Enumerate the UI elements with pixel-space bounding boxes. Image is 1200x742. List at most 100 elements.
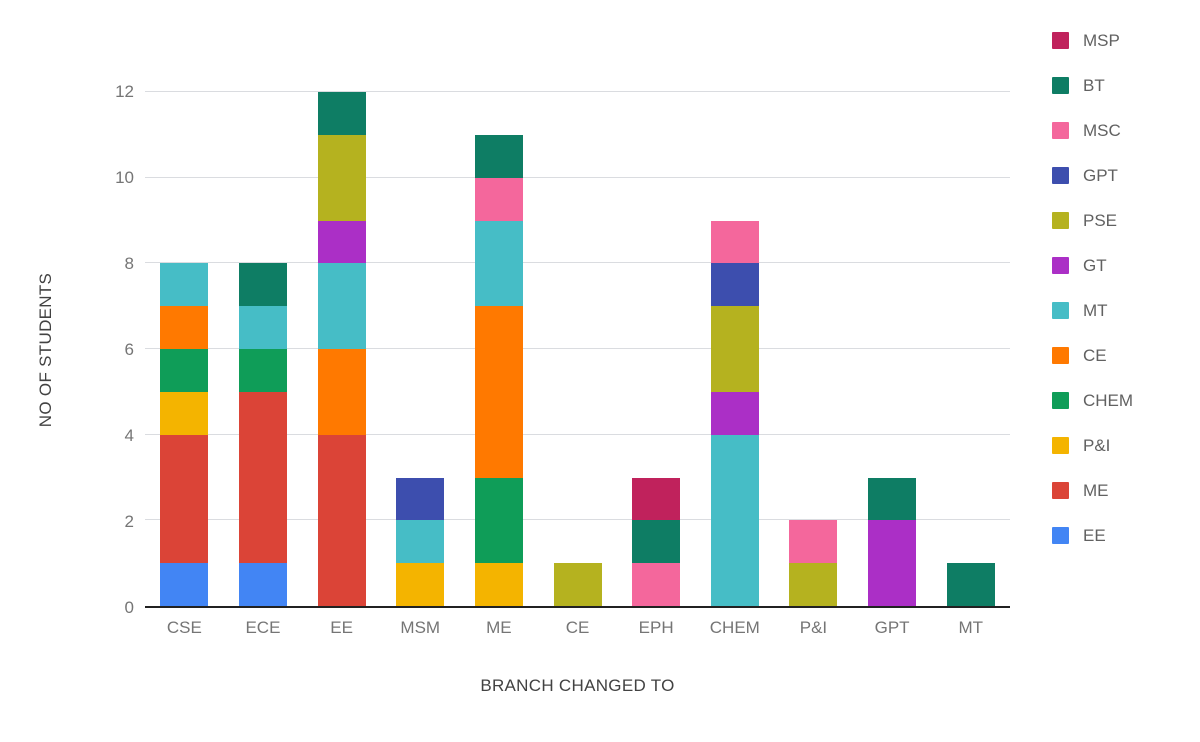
bar-segment-gt[interactable] <box>317 220 366 264</box>
stacked-bar <box>238 92 287 606</box>
legend-item-pi[interactable]: P&I <box>1052 436 1133 455</box>
legend-item-ee[interactable]: EE <box>1052 526 1133 545</box>
bar-segment-pse[interactable] <box>710 306 759 392</box>
stacked-bar <box>789 92 838 606</box>
legend-label: CE <box>1083 346 1107 365</box>
x-tick-label: CSE <box>166 618 202 637</box>
x-tick-label: CE <box>565 618 590 637</box>
bar-group-ee <box>302 92 381 606</box>
legend-label: MSC <box>1083 121 1121 140</box>
legend-label: MSP <box>1083 31 1120 50</box>
bar-segment-me[interactable] <box>238 391 287 564</box>
bar-segment-mt[interactable] <box>396 520 445 564</box>
bar-segment-ee[interactable] <box>160 563 209 606</box>
bar-segment-pse[interactable] <box>317 134 366 221</box>
bar-segment-pi[interactable] <box>474 563 523 606</box>
y-tick-label: 0 <box>124 598 134 617</box>
x-axis-labels: CSE ECE EE MSM ME CE EPH CHEM P&I GPT MT <box>145 618 1010 638</box>
bar-segment-chem[interactable] <box>160 349 209 392</box>
bar-segment-mt[interactable] <box>317 263 366 350</box>
bar-segment-mt[interactable] <box>238 306 287 350</box>
legend-swatch <box>1052 212 1069 229</box>
bar-segment-gt[interactable] <box>710 391 759 435</box>
bar-segment-bt[interactable] <box>317 92 366 135</box>
bar-segment-pse[interactable] <box>789 563 838 606</box>
gridline <box>145 91 1010 92</box>
legend-item-pse[interactable]: PSE <box>1052 211 1133 230</box>
bar-segment-me[interactable] <box>317 434 366 606</box>
legend-label: CHEM <box>1083 391 1134 410</box>
bar-group-ece <box>224 92 303 606</box>
bar-segment-gpt[interactable] <box>396 477 445 521</box>
stacked-bar <box>396 92 445 606</box>
legend-item-gt[interactable]: GT <box>1052 256 1133 275</box>
bar-segment-ee[interactable] <box>238 563 287 606</box>
legend: MSP BT MSC GPT PSE GT MT CE CHEM P&I ME EE <box>1052 31 1133 545</box>
bar-group-chem <box>695 92 774 606</box>
gridline <box>145 262 1010 264</box>
bar-segment-me[interactable] <box>160 434 209 564</box>
bar-segment-msc[interactable] <box>710 220 759 264</box>
y-tick-label: 6 <box>124 340 134 359</box>
bar-segment-gpt[interactable] <box>710 263 759 307</box>
legend-swatch <box>1052 302 1069 319</box>
bar-segment-bt[interactable] <box>632 520 681 564</box>
gridline <box>145 519 1010 521</box>
bar-segment-ce[interactable] <box>317 349 366 435</box>
bar-group-cse <box>145 92 224 606</box>
bar-segment-ce[interactable] <box>474 306 523 478</box>
bar-group-me <box>460 92 539 606</box>
legend-item-msc[interactable]: MSC <box>1052 121 1133 140</box>
bar-groups <box>145 92 1010 606</box>
legend-label: BT <box>1083 76 1105 95</box>
bar-group-gpt <box>853 92 932 606</box>
legend-item-me[interactable]: ME <box>1052 481 1133 500</box>
bar-segment-mt[interactable] <box>474 220 523 307</box>
x-tick-label: ME <box>486 618 512 637</box>
bar-segment-bt[interactable] <box>868 477 917 521</box>
bar-segment-msc[interactable] <box>632 563 681 606</box>
stacked-bar <box>474 92 523 606</box>
legend-label: PSE <box>1083 211 1118 230</box>
bar-segment-msp[interactable] <box>632 477 681 521</box>
bar-segment-chem[interactable] <box>474 477 523 564</box>
stacked-bar <box>160 92 209 606</box>
bar-segment-pi[interactable] <box>396 563 445 606</box>
gridline <box>145 176 1010 178</box>
bar-segment-mt[interactable] <box>160 263 209 307</box>
bar-segment-gt[interactable] <box>868 520 917 606</box>
legend-swatch <box>1052 527 1069 544</box>
legend-label: GPT <box>1083 166 1118 185</box>
stacked-bar <box>868 92 917 606</box>
legend-item-chem[interactable]: CHEM <box>1052 391 1133 410</box>
x-tick-label: P&I <box>799 618 828 637</box>
legend-item-msp[interactable]: MSP <box>1052 31 1133 50</box>
x-tick-label: GPT <box>874 618 910 637</box>
bar-segment-bt[interactable] <box>238 263 287 307</box>
legend-item-ce[interactable]: CE <box>1052 346 1133 365</box>
x-tick-label: MSM <box>400 618 441 637</box>
bar-segment-msc[interactable] <box>789 520 838 564</box>
bar-segment-pi[interactable] <box>160 391 209 435</box>
legend-swatch <box>1052 32 1069 49</box>
bar-segment-mt[interactable] <box>710 434 759 606</box>
y-tick-label: 12 <box>115 82 134 101</box>
x-tick-label: MT <box>958 618 983 637</box>
bar-segment-msc[interactable] <box>474 177 523 221</box>
legend-item-bt[interactable]: BT <box>1052 76 1133 95</box>
x-tick-label: EE <box>330 618 353 637</box>
bar-segment-pse[interactable] <box>553 563 602 606</box>
legend-swatch <box>1052 257 1069 274</box>
bar-segment-bt[interactable] <box>474 134 523 178</box>
bar-segment-bt[interactable] <box>946 563 995 606</box>
legend-item-gpt[interactable]: GPT <box>1052 166 1133 185</box>
bar-segment-ce[interactable] <box>160 306 209 350</box>
x-tick-label: ECE <box>245 618 281 637</box>
x-axis-title: BRANCH CHANGED TO <box>480 676 675 695</box>
bar-group-msm <box>381 92 460 606</box>
bar-segment-chem[interactable] <box>238 349 287 392</box>
x-tick-label: CHEM <box>709 618 760 637</box>
legend-item-mt[interactable]: MT <box>1052 301 1133 320</box>
stacked-bar <box>317 92 366 606</box>
